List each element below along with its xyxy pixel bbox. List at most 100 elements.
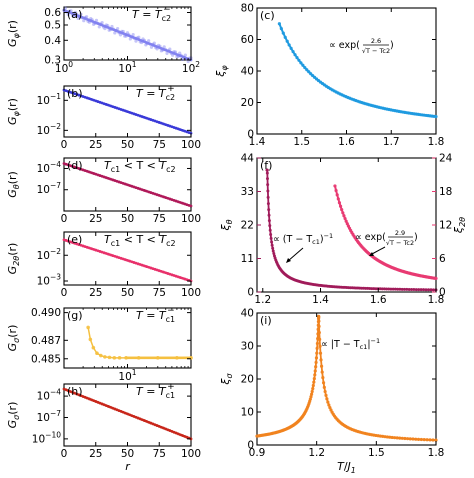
panel-h-condition: T = Tc1+ — [136, 382, 175, 400]
panel-f-theta-point — [267, 219, 271, 223]
panel-f-2theta-point — [333, 184, 337, 188]
panel-e-point — [79, 243, 83, 247]
panel-i-point — [317, 324, 321, 328]
panel-f-2theta-point — [344, 219, 348, 223]
panel-d-point — [117, 180, 121, 184]
panel-h-point — [68, 390, 72, 393]
panel-f-2theta-point — [336, 197, 340, 201]
panel-f-annotation-num: 2.9 — [395, 229, 405, 237]
panel-f-theta-point — [414, 288, 418, 292]
panel-f-2theta-point — [335, 193, 339, 197]
panel-e-point — [176, 275, 180, 279]
panel-b-point — [147, 117, 151, 121]
panel-e-point — [155, 268, 159, 272]
panel-b-point — [149, 118, 153, 121]
panel-e-point — [121, 257, 125, 261]
panel-g-xtick-label: 101 — [118, 368, 136, 383]
panel-e-point — [119, 256, 123, 260]
panel-c-annotation-num: 2.6 — [371, 37, 381, 45]
panel-h-xtick-label: 100 — [181, 448, 201, 460]
panel-i-point — [411, 437, 415, 441]
panel-i-point — [403, 436, 407, 441]
panel-f-theta-point — [267, 213, 271, 217]
panel-e-point — [128, 259, 132, 263]
panel-h-point — [123, 411, 127, 415]
panel-e-xtick-label: 75 — [153, 287, 166, 299]
panel-h-point — [170, 429, 174, 433]
panel-b-point — [121, 108, 125, 112]
panel-d-point — [147, 190, 151, 194]
panel-i-point — [425, 438, 429, 442]
panel-i-point — [319, 358, 323, 362]
panel-f-theta-point — [410, 287, 414, 291]
panel-f-ytick-left-label: 0 — [247, 287, 254, 299]
panel-f-ytick-left-label: 22 — [241, 220, 254, 232]
panel-f-theta-point — [266, 189, 270, 193]
panel-b-point — [119, 108, 123, 111]
panel-h-point — [174, 431, 178, 435]
panel-d-point — [130, 184, 134, 188]
panel-a-scatter-point — [144, 43, 148, 47]
panel-c-point — [307, 70, 311, 74]
panel-b-point — [185, 130, 189, 134]
panel-f-theta-point — [387, 287, 391, 291]
panel-d-point — [109, 177, 112, 181]
panel-a-scatter-point — [82, 19, 86, 23]
panel-d-point — [134, 186, 138, 190]
panel-b-point — [104, 103, 108, 106]
panel-h-point — [66, 389, 70, 393]
panel-f-ytick-right-label: 18 — [439, 186, 452, 198]
panel-i-point — [434, 438, 438, 442]
panel-e-point — [172, 274, 176, 277]
panel-c-point — [277, 22, 281, 26]
panel-i-point — [393, 436, 397, 440]
panel-f-ytick-left-label: 11 — [241, 253, 254, 265]
panel-i-xtick-label: 1.2 — [308, 447, 325, 459]
panel-b-point — [143, 116, 146, 119]
panel-h-xtick-label: 75 — [153, 448, 166, 460]
panel-a-scatter-point — [94, 18, 99, 22]
panel-h-point — [166, 428, 170, 432]
panel-d-point — [75, 166, 79, 170]
panel-b-point — [136, 113, 140, 117]
panel-h-point — [83, 395, 87, 399]
panel-f-annotation-close: ) — [414, 232, 418, 243]
panel-d-point — [107, 177, 110, 180]
panel-h-point — [168, 429, 172, 432]
panel-h-point — [77, 393, 81, 397]
panel-b-point — [174, 126, 178, 130]
panel-a-scatter-point — [147, 39, 151, 43]
panel-b-point — [88, 97, 91, 101]
panel-f-2theta-point — [338, 204, 343, 208]
panel-c-point — [297, 58, 301, 62]
panel-h-point — [96, 400, 100, 404]
panel-b-point — [130, 111, 134, 115]
panel-g-point — [112, 356, 117, 360]
panel-e-xtick-label: 50 — [121, 287, 134, 299]
panel-b-xtick-label: 0 — [61, 139, 68, 151]
panel-b-point — [162, 122, 165, 126]
panel-e-point — [83, 245, 87, 249]
panel-d-point — [166, 196, 170, 200]
panel-h-point — [128, 413, 132, 417]
panel-e-point — [162, 270, 165, 274]
panel-h-point — [153, 423, 157, 427]
panel-h-point — [151, 422, 155, 426]
panel-f-theta-point — [271, 249, 275, 253]
panel-b-point — [140, 115, 144, 119]
panel-e-point — [132, 261, 136, 264]
panel-e-point — [81, 244, 85, 248]
panel-f-2theta-point — [341, 211, 345, 215]
panel-e-point — [147, 265, 151, 269]
panel-f-theta-point — [265, 168, 269, 172]
panel-e-point — [179, 276, 182, 279]
panel-f-ytick-right-label: 0 — [439, 287, 446, 299]
panel-b-point — [98, 100, 102, 104]
panel-c-xtick-label: 1.7 — [383, 136, 400, 148]
panel-f-xtick-label: 1.4 — [312, 294, 329, 306]
panel-f-panel-label: (f) — [260, 159, 272, 172]
panel-e-point — [71, 241, 74, 244]
panel-b-point — [79, 94, 83, 98]
panel-f-2theta-point — [434, 276, 438, 281]
panel-b-point — [111, 105, 115, 109]
